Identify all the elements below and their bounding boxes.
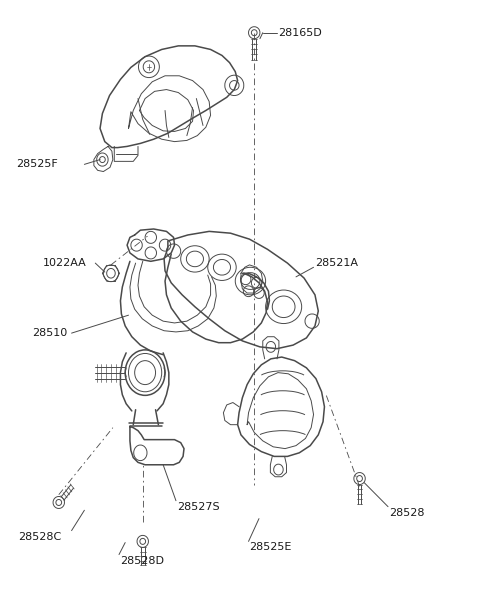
Text: 28525F: 28525F <box>16 159 58 169</box>
Text: 28525E: 28525E <box>250 542 292 553</box>
Text: 28528C: 28528C <box>18 532 61 542</box>
Text: 28528: 28528 <box>389 507 425 518</box>
Text: 28165D: 28165D <box>278 28 322 37</box>
Text: 1022AA: 1022AA <box>43 258 87 268</box>
Text: 28528D: 28528D <box>120 556 165 565</box>
Text: 28527S: 28527S <box>178 502 220 512</box>
Text: 28521A: 28521A <box>315 258 358 268</box>
Text: 28510: 28510 <box>32 328 68 338</box>
